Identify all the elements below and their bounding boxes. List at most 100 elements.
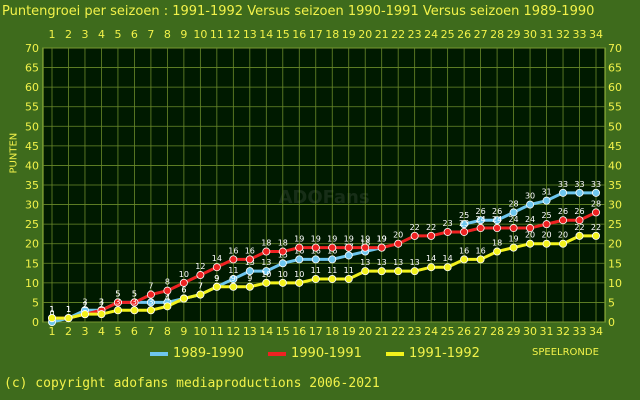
x-tick-label-top: 10	[193, 28, 207, 41]
data-point-1991-1992	[493, 247, 502, 256]
data-label-1990-1991: 25	[541, 211, 551, 220]
data-label-1991-1992: 1	[66, 305, 71, 314]
data-point-1989-1990	[592, 188, 601, 197]
data-point-1990-1991	[460, 227, 469, 236]
data-point-1989-1990	[311, 255, 320, 264]
data-point-1990-1991	[493, 224, 502, 233]
y-tick-label-right: 60	[608, 81, 622, 94]
y-tick-label: 30	[25, 199, 39, 212]
data-point-1989-1990	[262, 267, 271, 276]
x-tick-label-top: 26	[457, 28, 471, 41]
data-label-1991-1992: 2	[99, 301, 104, 310]
data-label-1990-1991: 14	[212, 254, 222, 263]
data-point-1989-1990	[460, 220, 469, 229]
data-label-1990-1991: 19	[327, 235, 337, 244]
data-point-1990-1991	[443, 227, 452, 236]
data-point-1989-1990	[146, 298, 155, 307]
data-point-1990-1991	[575, 216, 584, 225]
y-tick-label-right: 5	[608, 296, 615, 309]
data-point-1990-1991	[361, 243, 370, 252]
data-label-1990-1991: 16	[245, 246, 255, 255]
x-tick-label-top: 13	[243, 28, 257, 41]
data-label-1991-1992: 9	[214, 274, 219, 283]
data-label-1989-1990: 7	[198, 282, 203, 291]
data-point-1991-1992	[311, 274, 320, 283]
x-tick-label-top: 33	[573, 28, 587, 41]
y-tick-label-right: 65	[608, 62, 622, 75]
legend-item-1991-1992: 1991-1992	[386, 346, 480, 361]
data-label-1990-1991: 3	[99, 297, 104, 306]
x-tick-label-top: 3	[81, 28, 88, 41]
x-tick-label: 5	[114, 325, 121, 338]
x-tick-label-top: 34	[589, 28, 603, 41]
data-label-1989-1990: 19	[377, 235, 387, 244]
x-tick-label-top: 11	[210, 28, 224, 41]
data-label-1990-1991: 23	[443, 219, 453, 228]
legend-label-1989-1990: 1989-1990	[173, 346, 244, 361]
legend-label-1991-1992: 1991-1992	[409, 346, 480, 361]
data-point-1991-1992	[48, 314, 57, 323]
data-label-1989-1990: 3	[82, 297, 87, 306]
data-point-1990-1991	[559, 216, 568, 225]
data-label-1991-1992: 9	[231, 274, 236, 283]
data-label-1989-1990: 3	[99, 297, 104, 306]
data-point-1990-1991	[394, 239, 403, 248]
x-tick-label: 10	[193, 325, 207, 338]
x-tick-label: 32	[556, 325, 570, 338]
y-tick-label: 40	[25, 159, 39, 172]
y-tick-label-right: 0	[608, 316, 615, 329]
data-point-1991-1992	[146, 306, 155, 315]
x-tick-label: 4	[98, 325, 105, 338]
legend-swatch-1991-1992	[386, 351, 404, 356]
legend-item-1990-1991: 1990-1991	[268, 346, 362, 361]
data-point-1990-1991	[427, 231, 436, 240]
data-label-1991-1992: 18	[492, 239, 502, 248]
data-label-1990-1991: 1	[49, 305, 54, 314]
data-point-1989-1990	[526, 200, 535, 209]
y-tick-label: 20	[25, 238, 39, 251]
data-label-1990-1991: 16	[228, 246, 238, 255]
data-point-1991-1992	[460, 255, 469, 264]
legend-swatch-1990-1991	[268, 351, 286, 356]
x-tick-label-top: 8	[164, 28, 171, 41]
data-label-1991-1992: 19	[508, 235, 518, 244]
data-label-1991-1992: 11	[311, 266, 321, 275]
y-tick-label-right: 40	[608, 159, 622, 172]
data-point-1991-1992	[542, 239, 551, 248]
x-tick-label: 2	[65, 325, 72, 338]
data-label-1990-1991: 23	[459, 219, 469, 228]
data-label-1989-1990: 33	[574, 180, 584, 189]
y-tick-label: 25	[25, 218, 39, 231]
data-label-1989-1990: 11	[228, 266, 238, 275]
y-tick-label: 15	[25, 257, 39, 270]
data-label-1991-1992: 22	[591, 223, 601, 232]
y-tick-label-right: 15	[608, 257, 622, 270]
data-point-1990-1991	[311, 243, 320, 252]
data-point-1989-1990	[328, 255, 337, 264]
data-point-1989-1990	[493, 216, 502, 225]
data-label-1990-1991: 24	[476, 215, 486, 224]
series-line-1991-1992	[52, 234, 596, 320]
y-tick-label-right: 45	[608, 140, 622, 153]
data-label-1991-1992: 20	[525, 231, 535, 240]
x-tick-label-top: 18	[325, 28, 339, 41]
data-label-1990-1991: 24	[525, 215, 535, 224]
data-label-1991-1992: 1	[49, 305, 54, 314]
legend-item-1989-1990: 1989-1990	[150, 346, 244, 361]
data-point-1991-1992	[526, 239, 535, 248]
data-point-1989-1990	[278, 259, 287, 268]
x-tick-label: 9	[180, 325, 187, 338]
x-tick-label-top: 7	[147, 28, 154, 41]
data-label-1989-1990: 30	[525, 192, 535, 201]
data-label-1991-1992: 14	[426, 254, 436, 263]
y-tick-label: 65	[25, 62, 39, 75]
y-tick-label: 5	[32, 296, 39, 309]
data-label-1990-1991: 19	[344, 235, 354, 244]
y-tick-label-right: 55	[608, 101, 622, 114]
data-point-1990-1991	[344, 243, 353, 252]
data-label-1991-1992: 20	[541, 231, 551, 240]
x-tick-label: 22	[391, 325, 405, 338]
data-point-1991-1992	[229, 282, 238, 291]
data-label-1991-1992: 7	[198, 282, 203, 291]
data-label-1990-1991: 26	[574, 207, 584, 216]
